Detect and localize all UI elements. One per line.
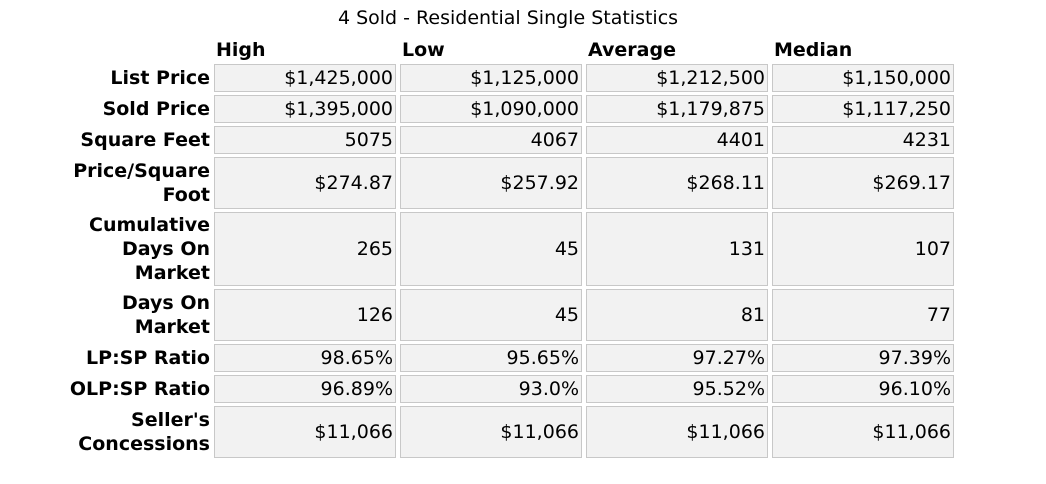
cell-low: 45 (400, 212, 582, 286)
row-label: OLP:SP Ratio (69, 378, 210, 400)
cell-average: $1,212,500 (586, 64, 768, 92)
cell-low: $1,090,000 (400, 95, 582, 123)
cell-high: 96.89% (214, 375, 396, 403)
table-row-price-per-square-foot: Price/Square Foot $274.87 $257.92 $268.1… (64, 157, 954, 209)
row-label: Cumulative Days On Market (89, 214, 210, 284)
cell-high: $1,425,000 (214, 64, 396, 92)
row-label: Price/Square Foot (73, 160, 210, 206)
row-label: LP:SP Ratio (86, 347, 210, 369)
cell-high: 265 (214, 212, 396, 286)
header-row: High Low Average Median (64, 39, 954, 61)
cell-high: 98.65% (214, 344, 396, 372)
cell-median: $11,066 (772, 406, 954, 458)
cell-high: $11,066 (214, 406, 396, 458)
cell-low: 4067 (400, 126, 582, 154)
cell-average: $1,179,875 (586, 95, 768, 123)
cell-average: $11,066 (586, 406, 768, 458)
cell-median: $1,117,250 (772, 95, 954, 123)
cell-average: 95.52% (586, 375, 768, 403)
statistics-table: High Low Average Median List Price $1,42… (60, 36, 958, 461)
table-row-days-on-market: Days On Market 126 45 81 77 (64, 289, 954, 341)
cell-median: 96.10% (772, 375, 954, 403)
cell-median: $269.17 (772, 157, 954, 209)
cell-average: 81 (586, 289, 768, 341)
column-header-median: Median (774, 39, 853, 61)
cell-low: $1,125,000 (400, 64, 582, 92)
cell-average: 131 (586, 212, 768, 286)
cell-median: 97.39% (772, 344, 954, 372)
cell-low: $11,066 (400, 406, 582, 458)
cell-average: 4401 (586, 126, 768, 154)
column-header-high: High (216, 39, 266, 61)
row-label: Square Feet (80, 129, 210, 151)
cell-high: $1,395,000 (214, 95, 396, 123)
column-header-average: Average (588, 39, 676, 61)
cell-high: 126 (214, 289, 396, 341)
cell-median: $1,150,000 (772, 64, 954, 92)
row-label: List Price (110, 67, 210, 89)
cell-median: 107 (772, 212, 954, 286)
table-row-cumulative-days-on-market: Cumulative Days On Market 265 45 131 107 (64, 212, 954, 286)
row-label: Days On Market (122, 292, 210, 338)
row-label: Sold Price (102, 98, 210, 120)
table-row-sold-price: Sold Price $1,395,000 $1,090,000 $1,179,… (64, 95, 954, 123)
cell-low: 45 (400, 289, 582, 341)
page-title: 4 Sold - Residential Single Statistics (337, 7, 679, 29)
cell-low: $257.92 (400, 157, 582, 209)
table-row-list-price: List Price $1,425,000 $1,125,000 $1,212,… (64, 64, 954, 92)
cell-high: 5075 (214, 126, 396, 154)
table-row-sellers-concessions: Seller's Concessions $11,066 $11,066 $11… (64, 406, 954, 458)
corner-cell (64, 39, 210, 61)
cell-median: 77 (772, 289, 954, 341)
cell-median: 4231 (772, 126, 954, 154)
row-label: Seller's Concessions (78, 409, 210, 455)
table-row-olp-sp-ratio: OLP:SP Ratio 96.89% 93.0% 95.52% 96.10% (64, 375, 954, 403)
cell-average: 97.27% (586, 344, 768, 372)
cell-average: $268.11 (586, 157, 768, 209)
column-header-low: Low (402, 39, 445, 61)
table-row-square-feet: Square Feet 5075 4067 4401 4231 (64, 126, 954, 154)
cell-low: 93.0% (400, 375, 582, 403)
cell-high: $274.87 (214, 157, 396, 209)
cell-low: 95.65% (400, 344, 582, 372)
table-row-lp-sp-ratio: LP:SP Ratio 98.65% 95.65% 97.27% 97.39% (64, 344, 954, 372)
